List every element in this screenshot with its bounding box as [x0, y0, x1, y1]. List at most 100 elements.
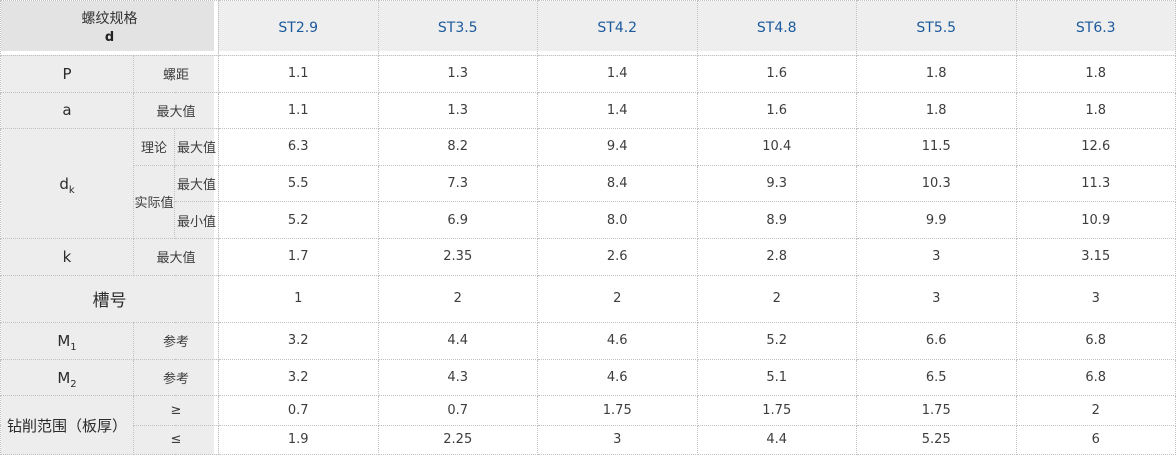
thread-spec-symbol: d: [104, 30, 115, 46]
value-cell: 6.6: [856, 322, 1017, 360]
value-cell: 7.3: [377, 164, 538, 203]
value-cell: 3: [537, 424, 698, 455]
row-dk-actual-max: 实际值 最大值 5.5 7.3 8.4 9.3 10.3 11.3: [1, 164, 1176, 239]
column-header: ST6.3: [1015, 0, 1176, 56]
value-cell: 8.2: [377, 128, 538, 166]
value-cell: 9.9: [856, 201, 1017, 239]
sub-label-theory: 理论: [133, 128, 175, 166]
value-cell: 12.6: [1015, 128, 1176, 166]
value-cell: 1.3: [377, 55, 538, 93]
value-cell: 1.6: [696, 91, 857, 130]
value-cell: 1.6: [696, 55, 857, 93]
thread-spec-title: 螺纹规格: [81, 11, 138, 28]
value-cell: 0.7: [377, 395, 538, 426]
row-m1: M1 参考 3.2 4.4 4.6 5.2 6.6 6.8: [0, 322, 1176, 360]
value-cell: 1.4: [537, 55, 698, 93]
value-cell: 4.6: [537, 358, 698, 397]
value-cell: 10.4: [696, 128, 857, 166]
row-slot: 槽号 1 2 2 2 3 3: [0, 274, 1176, 324]
value-cell: 9.4: [537, 128, 698, 166]
row-label-m1: M1: [0, 322, 134, 360]
value-cell: 2.8: [696, 237, 857, 276]
value-cell: 2.6: [537, 237, 698, 276]
value-cell: 5.5: [218, 164, 379, 203]
value-cell: 1.75: [696, 395, 857, 426]
value-cell: 3: [1015, 274, 1176, 324]
row-k: k 最大值 1.7 2.35 2.6 2.8 3 3.15: [0, 237, 1176, 276]
m1-symbol-sub: 1: [70, 341, 77, 353]
value-cell: 2: [696, 274, 857, 324]
row-drill-max: ≤ 1.9 2.25 3 4.4 5.25 6: [1, 424, 1176, 455]
value-cell: 5.2: [696, 322, 857, 360]
sub-label: 最大值: [133, 91, 219, 130]
value-cell: 9.3: [696, 164, 857, 203]
sub-label: 最小值: [174, 201, 219, 239]
column-header: ST2.9: [218, 0, 379, 56]
value-cell: 6: [1015, 424, 1176, 455]
value-cell: 10.3: [856, 164, 1017, 203]
value-cell: 2: [1015, 395, 1176, 426]
sub-label: 最大值: [133, 237, 219, 276]
value-cell: 2.25: [377, 424, 538, 455]
dk-symbol-sub: k: [68, 184, 75, 196]
value-cell: 8.0: [537, 201, 698, 239]
sub-label: 最大值: [174, 128, 219, 166]
value-cell: 1: [218, 274, 379, 324]
value-cell: 4.4: [377, 322, 538, 360]
value-cell: 5.2: [218, 201, 379, 239]
sub-label: 螺距: [133, 55, 219, 93]
value-cell: 2: [377, 274, 538, 324]
value-cell: 4.4: [696, 424, 857, 455]
value-cell: 1.1: [218, 91, 379, 130]
sub-label: 参考: [133, 322, 219, 360]
sub-label-actual: 实际值: [133, 164, 175, 239]
value-cell: 3.15: [1015, 237, 1176, 276]
value-cell: 4.6: [537, 322, 698, 360]
value-cell: 1.8: [856, 91, 1017, 130]
m2-symbol-sub: 2: [70, 378, 77, 390]
row-label-dk: dk: [0, 128, 134, 239]
column-header: ST3.5: [377, 0, 538, 56]
sub-label: 参考: [133, 358, 219, 397]
value-cell: 8.4: [537, 164, 698, 203]
value-cell: 3.2: [218, 358, 379, 397]
row-drill-min: 钻削范围（板厚） ≥ 0.7 0.7 1.75 1.75 1.75 2: [0, 395, 1176, 455]
value-cell: 3.2: [218, 322, 379, 360]
value-cell: 5.25: [856, 424, 1017, 455]
value-cell: 6.3: [218, 128, 379, 166]
value-cell: 11.3: [1015, 164, 1176, 203]
row-label-drill-range: 钻削范围（板厚）: [0, 395, 134, 455]
value-cell: 1.8: [856, 55, 1017, 93]
value-cell: 6.8: [1015, 322, 1176, 360]
less-equal-label: ≤: [133, 424, 219, 455]
row-label-a: a: [0, 91, 134, 130]
value-cell: 1.3: [377, 91, 538, 130]
m2-symbol-base: M: [57, 368, 71, 387]
row-label-p: P: [0, 55, 134, 93]
row-m2: M2 参考 3.2 4.3 4.6 5.1 6.5 6.8: [0, 358, 1176, 397]
value-cell: 10.9: [1015, 201, 1176, 239]
row-label-m2: M2: [0, 358, 134, 397]
value-cell: 3: [856, 237, 1017, 276]
dk-symbol-base: d: [59, 174, 69, 193]
value-cell: 1.75: [537, 395, 698, 426]
row-dk-theory: dk 理论 最大值 6.3 8.2 9.4 10.4 11.5 12.6: [0, 128, 1176, 239]
value-cell: 6.8: [1015, 358, 1176, 397]
m1-symbol-base: M: [57, 331, 71, 350]
value-cell: 1.8: [1015, 55, 1176, 93]
thread-spec-header: 螺纹规格 d: [0, 0, 219, 56]
column-header: ST4.8: [696, 0, 857, 56]
column-header: ST5.5: [856, 0, 1017, 56]
value-cell: 1.75: [856, 395, 1017, 426]
value-cell: 1.9: [218, 424, 379, 455]
value-cell: 3: [856, 274, 1017, 324]
value-cell: 2.35: [377, 237, 538, 276]
value-cell: 1.4: [537, 91, 698, 130]
column-header: ST4.2: [537, 0, 698, 56]
greater-equal-label: ≥: [133, 395, 219, 426]
sub-label: 最大值: [174, 164, 219, 203]
row-p: P 螺距 1.1 1.3 1.4 1.6 1.8 1.8: [0, 55, 1176, 93]
header-row: 螺纹规格 d ST2.9 ST3.5 ST4.2 ST4.8 ST5.5 ST6…: [0, 0, 1176, 56]
value-cell: 8.9: [696, 201, 857, 239]
